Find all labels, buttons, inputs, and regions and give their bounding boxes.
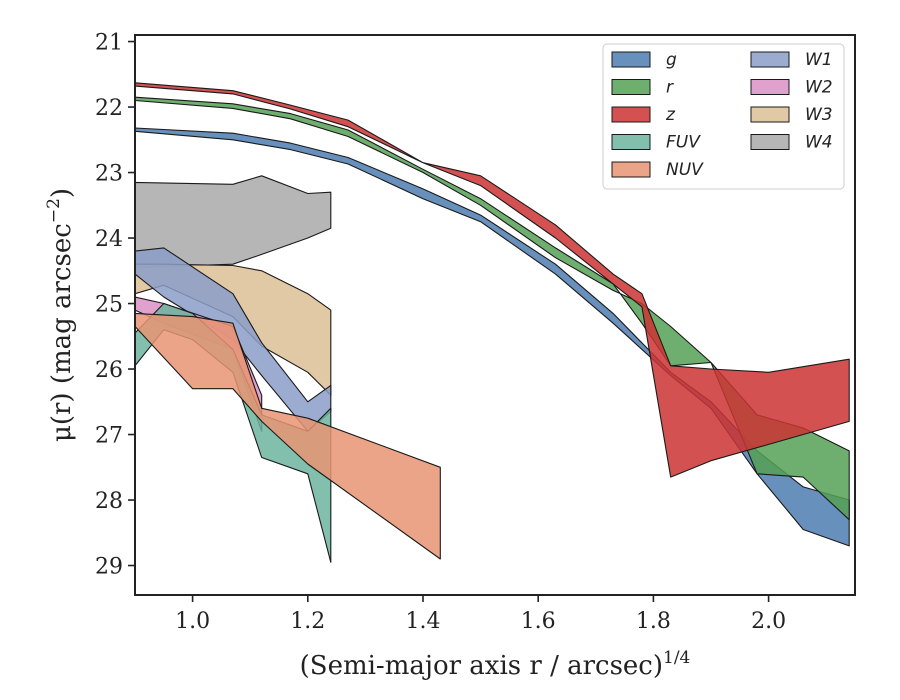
legend-swatch [750, 134, 790, 150]
x-tick-label: 2.0 [751, 609, 786, 634]
legend-label: NUV [666, 160, 704, 180]
y-tick-label: 28 [95, 489, 123, 514]
chart-bands [135, 82, 850, 563]
band-z [135, 82, 850, 478]
legend-label: W3 [805, 105, 833, 125]
y-axis-title: μ(r) (mag arcsec−2) [44, 188, 77, 442]
y-tick-label: 24 [95, 227, 123, 252]
y-tick-label: 26 [95, 358, 123, 383]
y-tick-label: 22 [95, 96, 123, 121]
legend-item-nuv: NUV [611, 160, 704, 180]
y-axis-title-exponent: −2 [44, 198, 64, 223]
legend-label: W4 [805, 133, 833, 153]
legend-swatch [611, 106, 651, 123]
legend-label: z [665, 105, 676, 125]
x-axis-title: (Semi-major axis r / arcsec)1/4 [300, 648, 691, 681]
y-axis-title-main: μ(r) (mag arcsec [47, 223, 77, 442]
y-axis-title-close: ) [47, 188, 77, 198]
x-tick-label: 1.0 [175, 609, 210, 634]
x-tick-label: 1.8 [636, 609, 671, 634]
legend-swatch [611, 134, 651, 150]
band-g [135, 127, 850, 547]
band-r [135, 96, 850, 521]
legend-swatch [750, 106, 790, 123]
legend-item-fuv: FUV [611, 133, 701, 153]
legend-label: FUV [666, 133, 701, 153]
legend-item-w3: W3 [750, 105, 833, 125]
legend-swatch [611, 161, 651, 178]
band-nuv [135, 312, 441, 560]
legend-swatch [750, 51, 790, 68]
legend-item-r: r [611, 78, 674, 98]
legend-swatch [750, 79, 790, 95]
legend-item-w2: W2 [750, 78, 833, 98]
x-tick-label: 1.4 [406, 609, 441, 634]
plot-frame [134, 34, 856, 596]
y-tick-label: 25 [95, 293, 123, 318]
legend-item-w1: W1 [750, 50, 833, 70]
x-tick-label: 1.2 [290, 609, 325, 634]
x-axis-title-exponent: 1/4 [663, 648, 690, 668]
legend-label: r [666, 78, 674, 98]
y-tick-label: 23 [95, 162, 123, 187]
legend-label: W2 [805, 78, 833, 98]
legend-item-z: z [611, 105, 676, 125]
legend: grz FUV NUV W1 W2 W3 W4 [602, 43, 845, 190]
x-tick-label: 1.6 [521, 609, 556, 634]
x-axis-title-main: (Semi-major axis r / arcsec) [300, 651, 663, 681]
y-tick-label: 27 [95, 424, 123, 449]
legend-swatch [611, 79, 651, 95]
y-tick-label: 21 [95, 31, 123, 56]
y-tick-label: 29 [95, 555, 123, 580]
legend-item-g: g [611, 50, 677, 70]
legend-label: g [666, 50, 677, 70]
legend-swatch [611, 51, 651, 68]
y-axis: 21 22 23 24 25 26 27 28 29 [95, 31, 135, 580]
x-axis: 1.0 1.2 1.4 1.6 1.8 2.0 [175, 595, 786, 634]
legend-label: W1 [805, 50, 833, 70]
legend-item-w4: W4 [750, 133, 833, 153]
